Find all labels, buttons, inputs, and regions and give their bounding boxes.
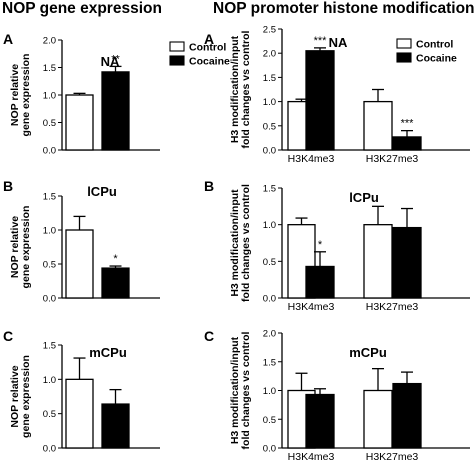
legend-swatch bbox=[169, 41, 185, 52]
panel-title: lCPu bbox=[87, 184, 117, 199]
panel-letter: B bbox=[204, 178, 214, 194]
panel-letter: A bbox=[3, 31, 13, 47]
y-tick-label: 2.5 bbox=[263, 25, 276, 36]
y-tick-label: 1.5 bbox=[263, 357, 276, 368]
y-tick-label: 1.5 bbox=[43, 341, 56, 352]
bar-control bbox=[363, 389, 393, 449]
panel-title: NA bbox=[329, 35, 348, 50]
significance-marker: *** bbox=[401, 118, 415, 130]
y-tick-label: 0.5 bbox=[43, 260, 56, 271]
bar-control bbox=[65, 229, 94, 299]
bar-cocaine bbox=[305, 393, 335, 449]
panel-title: mCPu bbox=[89, 345, 127, 360]
legend-label: Control bbox=[189, 42, 226, 54]
panel-title: NA bbox=[101, 54, 120, 69]
legend-label: Cocaine bbox=[189, 56, 230, 68]
y-axis-label: NOP relative bbox=[9, 216, 21, 278]
y-tick-label: 1.5 bbox=[263, 73, 276, 84]
legend-label: Cocaine bbox=[416, 53, 457, 65]
y-axis-label: NOP relative bbox=[9, 64, 21, 126]
y-axis-label: NOP relative bbox=[9, 365, 21, 427]
y-tick-label: 1.5 bbox=[43, 192, 56, 203]
bar-cocaine bbox=[101, 71, 130, 151]
legend-swatch bbox=[396, 38, 412, 49]
bar-cocaine bbox=[392, 382, 422, 449]
panel-title: lCPu bbox=[349, 190, 379, 205]
panel-letter: B bbox=[3, 178, 13, 194]
panel-letter: A bbox=[204, 31, 214, 47]
y-tick-label: 0.5 bbox=[263, 415, 276, 426]
x-tick-label: H3K4me3 bbox=[288, 301, 335, 313]
panel-letter: C bbox=[3, 328, 13, 344]
y-axis-label: H3 modification/input bbox=[229, 336, 241, 444]
bar-cocaine bbox=[101, 267, 130, 299]
y-tick-label: 0.5 bbox=[43, 409, 56, 420]
bar-control bbox=[65, 378, 94, 449]
legend-label: Control bbox=[416, 39, 453, 51]
y-tick-label: 1.0 bbox=[263, 386, 276, 397]
significance-marker: ** bbox=[111, 53, 120, 65]
y-tick-label: 0.5 bbox=[263, 121, 276, 132]
y-tick-label: 1.0 bbox=[43, 226, 56, 237]
bar-control bbox=[363, 100, 393, 151]
significance-marker: * bbox=[318, 239, 323, 251]
x-tick-label: H3K27me3 bbox=[366, 153, 419, 165]
significance-marker: *** bbox=[314, 35, 328, 47]
legend-swatch bbox=[169, 55, 185, 66]
y-axis-label: fold changes vs control bbox=[240, 30, 252, 148]
right-column-header: NOP promoter histone modifications bbox=[213, 0, 474, 17]
y-tick-label: 1.0 bbox=[43, 375, 56, 386]
y-tick-label: 2.0 bbox=[263, 329, 276, 340]
left-column-header: NOP gene expression bbox=[2, 0, 162, 17]
y-tick-label: 1.0 bbox=[43, 91, 56, 102]
significance-marker: * bbox=[113, 253, 118, 265]
y-tick-label: 0.0 bbox=[43, 146, 56, 157]
legend-swatch bbox=[396, 52, 412, 63]
x-tick-label: H3K4me3 bbox=[288, 451, 335, 463]
y-tick-label: 1.5 bbox=[263, 184, 276, 195]
x-tick-label: H3K4me3 bbox=[288, 153, 335, 165]
y-tick-label: 0.0 bbox=[263, 146, 276, 157]
panel-title: mCPu bbox=[349, 345, 387, 360]
x-tick-label: H3K27me3 bbox=[366, 451, 419, 463]
bar-cocaine bbox=[305, 265, 335, 299]
y-tick-label: 0.0 bbox=[43, 444, 56, 455]
y-tick-label: 0.0 bbox=[43, 294, 56, 305]
y-axis-label: H3 modification/input bbox=[229, 189, 241, 297]
y-tick-label: 2.0 bbox=[43, 36, 56, 47]
y-tick-label: 0.5 bbox=[263, 257, 276, 268]
bar-cocaine bbox=[392, 136, 422, 151]
bar-cocaine bbox=[305, 50, 335, 151]
panel-letter: C bbox=[204, 328, 214, 344]
x-tick-label: H3K27me3 bbox=[366, 301, 419, 313]
bar-cocaine bbox=[101, 403, 130, 449]
y-tick-label: 0.0 bbox=[263, 444, 276, 455]
y-tick-label: 0.5 bbox=[43, 118, 56, 129]
bar-control bbox=[363, 224, 393, 299]
y-tick-label: 0.0 bbox=[263, 294, 276, 305]
y-axis-label: fold changes vs control bbox=[240, 331, 252, 449]
y-axis-label: fold changes vs control bbox=[240, 184, 252, 302]
y-axis-label: gene expression bbox=[20, 54, 32, 137]
bar-control bbox=[65, 94, 94, 151]
y-tick-label: 1.0 bbox=[263, 97, 276, 108]
y-axis-label: gene expression bbox=[20, 206, 32, 289]
y-tick-label: 1.0 bbox=[263, 220, 276, 231]
y-axis-label: H3 modification/input bbox=[229, 35, 241, 143]
y-axis-label: gene expression bbox=[20, 355, 32, 438]
y-tick-label: 2.0 bbox=[263, 49, 276, 60]
y-tick-label: 1.5 bbox=[43, 63, 56, 74]
bar-cocaine bbox=[392, 226, 422, 299]
